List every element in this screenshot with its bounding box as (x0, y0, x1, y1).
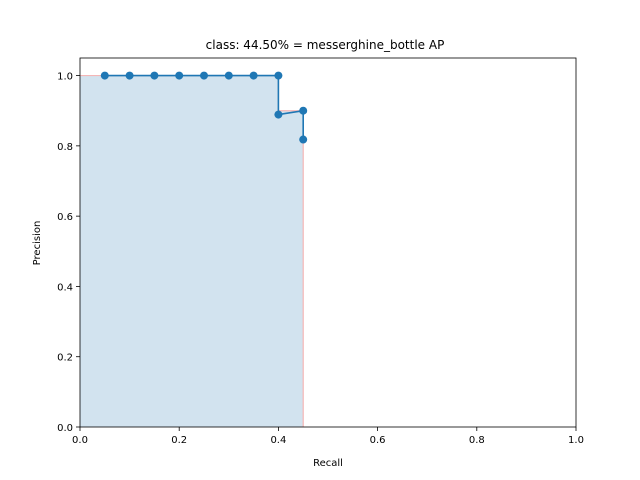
x-axis-ticks: 0.0 0.2 0.4 0.6 0.8 1.0 (72, 427, 584, 446)
plot-frame (79, 57, 577, 428)
data-point-0 (100, 71, 109, 80)
data-point-6 (249, 71, 258, 80)
area-fill-1 (80, 75, 304, 428)
y-tick-label: 0.0 (57, 423, 73, 434)
data-point-3 (175, 71, 184, 80)
y-tick-label: 0.2 (57, 353, 73, 364)
x-tick-label: 0.2 (171, 435, 187, 446)
y-tick-label: 1.0 (57, 72, 73, 83)
data-point-7 (274, 71, 283, 80)
data-point-4 (200, 71, 208, 80)
area-layer (80, 74, 304, 428)
x-axis-label: Recall (313, 458, 343, 469)
x-tick-label: 0.6 (370, 435, 386, 446)
x-tick-label: 0.4 (270, 435, 286, 446)
y-tick-label: 0.8 (57, 142, 73, 153)
y-tick-label: 0.6 (57, 212, 73, 223)
x-tick-label: 0.8 (469, 435, 485, 446)
marker-layer (100, 71, 308, 144)
y-axis-ticks: 0.0 0.2 0.4 0.6 0.8 1.0 (57, 72, 80, 434)
data-point-8 (274, 110, 283, 119)
x-tick-label: 0.0 (72, 435, 88, 446)
x-tick-label: 1.0 (568, 435, 584, 446)
data-point-2 (150, 71, 159, 80)
data-point-9 (299, 106, 308, 115)
y-axis-label: Precision (32, 221, 43, 266)
data-point-1 (125, 71, 134, 80)
data-point-5 (224, 71, 233, 80)
data-point-10 (299, 135, 308, 144)
y-tick-label: 0.4 (57, 282, 73, 293)
chart-title: class: 44.50% = messerghine_bottle AP (206, 38, 445, 52)
